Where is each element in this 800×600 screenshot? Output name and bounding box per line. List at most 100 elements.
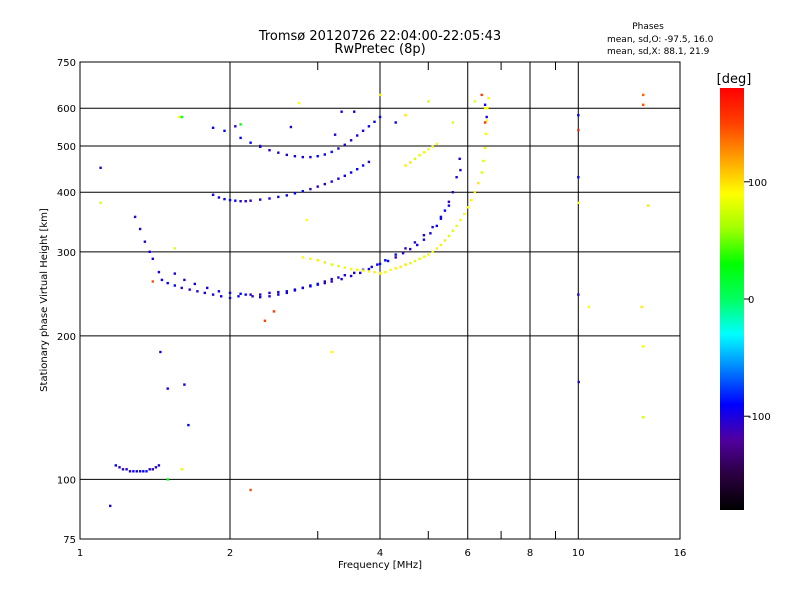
data-point: [394, 253, 397, 256]
data-point: [239, 136, 242, 140]
data-point: [128, 470, 132, 473]
data-point: [378, 271, 382, 275]
data-point: [289, 125, 293, 129]
data-point: [343, 274, 346, 277]
data-point: [135, 470, 138, 473]
data-point: [330, 150, 333, 154]
data-point: [439, 215, 443, 219]
data-point: [330, 263, 333, 266]
data-point: [166, 478, 169, 481]
data-point: [394, 256, 397, 259]
data-point: [376, 263, 379, 266]
colorbar-unit: [deg]: [717, 72, 752, 87]
data-point: [435, 142, 438, 146]
data-point: [244, 293, 247, 296]
data-point: [177, 115, 181, 119]
axis-ticks: 1 2 4 6 8 10 16 75 100 200 300 400 500 600 750: [57, 58, 686, 559]
x-axis-label: Frequency [MHz]: [338, 560, 422, 571]
data-point: [356, 168, 359, 171]
data-point: [413, 241, 417, 244]
data-point: [249, 488, 252, 492]
data-point: [439, 217, 443, 220]
data-point: [316, 283, 319, 286]
x-tick-label: 6: [465, 548, 471, 559]
data-point: [483, 121, 487, 124]
data-point: [114, 464, 117, 467]
data-point: [305, 218, 308, 222]
data-point: [234, 199, 237, 202]
data-point: [211, 293, 215, 296]
data-point: [301, 256, 304, 259]
data-point: [285, 153, 288, 157]
data-point: [330, 350, 333, 354]
data-point: [429, 232, 432, 235]
data-point: [309, 257, 312, 260]
data-point: [259, 293, 262, 296]
data-point: [435, 224, 438, 228]
data-point: [483, 103, 487, 106]
data-point: [642, 103, 645, 106]
data-point: [323, 281, 326, 285]
x-tick-label: 2: [227, 548, 233, 559]
data-point: [386, 259, 390, 263]
data-point: [413, 157, 417, 160]
data-point: [268, 197, 271, 200]
data-point: [132, 470, 135, 473]
data-point: [293, 192, 297, 195]
data-point: [211, 193, 215, 196]
data-point: [343, 174, 346, 177]
y-axis-label: Stationary phase Virtual Height [km]: [39, 208, 50, 392]
data-point: [109, 504, 112, 508]
data-point: [206, 286, 209, 290]
data-point: [309, 187, 312, 191]
data-point: [359, 271, 362, 275]
data-point: [263, 319, 267, 322]
data-point: [642, 416, 645, 419]
y-tick-label: 75: [63, 535, 76, 546]
data-point: [373, 270, 376, 274]
data-point: [133, 215, 137, 219]
data-point: [459, 168, 462, 172]
plot-frame: [79, 61, 681, 540]
data-point: [356, 268, 359, 271]
data-point: [370, 265, 373, 269]
data-point: [330, 180, 333, 183]
data-point: [435, 247, 438, 250]
data-point: [173, 247, 176, 250]
data-point: [180, 468, 183, 471]
data-point: [409, 161, 412, 164]
data-point: [285, 291, 288, 295]
data-point: [268, 291, 271, 295]
data-point: [285, 194, 288, 197]
data-point: [427, 100, 430, 103]
data-point: [99, 166, 102, 169]
colorbar: [deg] 100 0 -100: [717, 72, 771, 510]
data-point: [337, 177, 340, 180]
data-point: [228, 296, 232, 300]
data-point: [577, 201, 580, 204]
data-point: [378, 262, 382, 266]
data-point: [577, 176, 580, 179]
data-point: [353, 110, 356, 113]
data-point: [99, 201, 102, 204]
data-point: [316, 185, 319, 188]
data-point: [151, 257, 154, 260]
data-point: [268, 295, 271, 298]
data-point: [217, 290, 221, 293]
data-point: [459, 218, 462, 222]
data-point: [480, 171, 483, 174]
data-point: [443, 239, 447, 242]
data-point: [125, 468, 128, 471]
data-point: [297, 101, 301, 105]
data-point: [431, 250, 434, 253]
data-point: [203, 291, 206, 295]
data-point: [148, 468, 151, 471]
chart-title: Tromsø 20120726 22:04:00-22:05:43: [258, 29, 501, 44]
data-point: [447, 204, 451, 207]
data-point: [349, 274, 353, 278]
data-point: [301, 190, 304, 193]
data-point: [367, 125, 371, 128]
data-point: [361, 164, 365, 167]
data-point: [211, 126, 215, 129]
